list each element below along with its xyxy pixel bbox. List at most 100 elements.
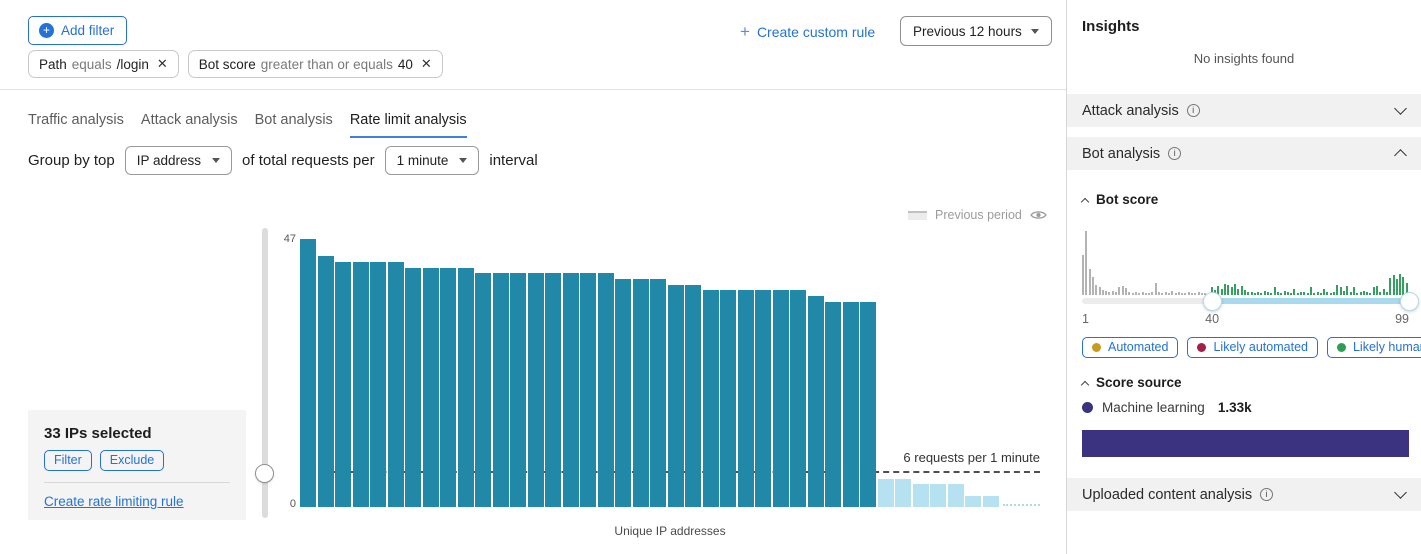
add-filter-button[interactable]: + Add filter xyxy=(28,16,128,45)
selected-ip-bar[interactable] xyxy=(650,278,666,507)
selected-ip-bar[interactable] xyxy=(545,273,561,507)
chip-likely-automated[interactable]: Likely automated xyxy=(1187,337,1318,358)
selected-ip-bar[interactable] xyxy=(527,273,544,507)
chip-likely-human[interactable]: Likely human xyxy=(1326,337,1421,358)
bot-score-histogram-bar xyxy=(1177,292,1180,295)
below-threshold-ip-bar[interactable] xyxy=(930,484,946,507)
selected-ip-bar[interactable] xyxy=(842,301,859,507)
selected-ip-bar[interactable] xyxy=(510,273,526,507)
selected-ip-bar[interactable] xyxy=(422,267,439,507)
section-uploaded-content-analysis[interactable]: Uploaded content analysis i xyxy=(1067,478,1421,511)
remove-filter-icon[interactable]: ✕ xyxy=(420,56,432,71)
bot-score-histogram-bar xyxy=(1161,293,1164,295)
bot-score-slider-handle-max[interactable] xyxy=(1399,291,1419,311)
bot-score-histogram-bar xyxy=(1128,292,1131,295)
threshold-slider-handle[interactable] xyxy=(255,464,274,483)
below-threshold-ip-bar[interactable] xyxy=(947,484,964,507)
interval-select[interactable]: 1 minute xyxy=(384,146,480,175)
filter-button[interactable]: Filter xyxy=(44,450,92,471)
bot-score-histogram-bar xyxy=(1263,291,1266,295)
selected-ip-bar[interactable] xyxy=(720,290,736,507)
bot-score-histogram-bar xyxy=(1276,292,1279,295)
selected-ip-bar[interactable] xyxy=(352,261,369,507)
selected-ip-bar[interactable] xyxy=(825,301,841,507)
interval-value: 1 minute xyxy=(396,153,449,168)
bot-score-histogram-bar xyxy=(1154,283,1157,295)
main-panel: + Add filter Path equals /login ✕ Bot sc… xyxy=(0,16,1066,538)
selected-ip-bar[interactable] xyxy=(772,290,789,507)
filter-chips-row: Path equals /login ✕ Bot score greater t… xyxy=(28,50,443,78)
time-range-dropdown[interactable]: Previous 12 hours xyxy=(900,16,1052,46)
score-source-row: Machine learning 1.33k xyxy=(1082,400,1252,415)
selected-ip-bar[interactable] xyxy=(790,290,806,507)
bot-score-histogram-bar xyxy=(1402,277,1405,295)
bot-score-histogram-bar xyxy=(1220,289,1223,295)
selected-ip-bar[interactable] xyxy=(387,261,404,507)
score-source-subsection-header[interactable]: Score source xyxy=(1080,375,1182,390)
selected-ip-bar[interactable] xyxy=(597,273,614,507)
bot-score-histogram-bar xyxy=(1260,293,1263,295)
bot-score-slider-track[interactable] xyxy=(1082,298,1409,304)
selected-ip-bar[interactable] xyxy=(562,273,579,507)
section-bot-analysis[interactable]: Bot analysis i xyxy=(1067,137,1421,170)
create-rate-limiting-rule-link[interactable]: Create rate limiting rule xyxy=(44,494,184,509)
section-attack-analysis[interactable]: Attack analysis i xyxy=(1067,94,1421,127)
previous-period-legend: Previous period xyxy=(908,208,1047,222)
threshold-slider-track[interactable] xyxy=(262,228,268,518)
chip-automated[interactable]: Automated xyxy=(1082,337,1179,358)
selected-ip-bar[interactable] xyxy=(702,290,719,507)
no-insights-message: No insights found xyxy=(1193,51,1295,66)
below-threshold-ip-bar[interactable] xyxy=(895,478,911,507)
bot-score-histogram-bar xyxy=(1372,287,1375,295)
selected-ip-bar[interactable] xyxy=(860,301,876,507)
chip-label: Automated xyxy=(1108,340,1169,354)
bot-score-slider-handle-min[interactable] xyxy=(1202,291,1222,311)
section-label: Bot analysis xyxy=(1082,145,1161,162)
y-axis-min-label: 0 xyxy=(289,498,296,510)
selected-ip-bar[interactable] xyxy=(737,290,754,507)
selected-ip-bar[interactable] xyxy=(317,256,334,507)
selected-ip-bar[interactable] xyxy=(807,296,824,507)
score-source-value: 1.33k xyxy=(1217,400,1252,415)
group-by-controls: Group by top IP address of total request… xyxy=(28,146,538,175)
selected-ip-bar[interactable] xyxy=(492,273,509,507)
bot-score-histogram-bar xyxy=(1247,292,1250,295)
tab-bot-analysis[interactable]: Bot analysis xyxy=(254,112,333,128)
bot-score-histogram-bar xyxy=(1098,287,1101,295)
selected-ip-bar[interactable] xyxy=(632,278,649,507)
bot-score-histogram-bar xyxy=(1257,292,1260,295)
selected-ip-bar[interactable] xyxy=(685,284,701,507)
group-by-select[interactable]: IP address xyxy=(124,146,233,175)
below-threshold-ip-bar[interactable] xyxy=(982,495,999,507)
selected-ip-bar[interactable] xyxy=(335,261,351,507)
selected-ip-bar[interactable] xyxy=(755,290,771,507)
bot-score-histogram-bar xyxy=(1376,286,1378,295)
bot-score-histogram-bar xyxy=(1131,293,1134,295)
selected-ip-bar[interactable] xyxy=(580,273,596,507)
below-threshold-ip-bar[interactable] xyxy=(912,484,929,507)
tab-attack-analysis[interactable]: Attack analysis xyxy=(140,112,238,128)
selected-ip-bar[interactable] xyxy=(457,267,474,507)
bot-score-histogram-bar xyxy=(1227,285,1230,295)
selected-ip-bar[interactable] xyxy=(475,273,491,507)
selected-ip-bar[interactable] xyxy=(667,284,684,507)
below-threshold-ip-bar[interactable] xyxy=(965,495,981,507)
eye-icon[interactable] xyxy=(1030,209,1047,221)
below-threshold-ip-bar[interactable] xyxy=(877,478,894,507)
create-custom-rule-link[interactable]: + Create custom rule xyxy=(740,23,875,40)
selected-ip-bar[interactable] xyxy=(300,239,316,507)
selected-ip-bar[interactable] xyxy=(440,267,456,507)
info-icon: i xyxy=(1186,104,1200,117)
selected-ip-bar[interactable] xyxy=(405,267,421,507)
tab-rate-limit-analysis[interactable]: Rate limit analysis xyxy=(349,112,467,138)
bot-score-histogram-bar xyxy=(1115,292,1117,295)
selected-ip-bar[interactable] xyxy=(370,261,386,507)
remove-filter-icon[interactable]: ✕ xyxy=(156,56,168,71)
selected-ip-bar[interactable] xyxy=(615,278,631,507)
filter-operator: equals xyxy=(71,56,112,72)
bot-score-histogram-bar xyxy=(1326,292,1329,295)
exclude-button[interactable]: Exclude xyxy=(99,450,165,471)
bot-score-histogram-bar xyxy=(1253,293,1256,295)
bot-score-subsection-header[interactable]: Bot score xyxy=(1080,192,1158,207)
tab-traffic-analysis[interactable]: Traffic analysis xyxy=(28,112,124,128)
